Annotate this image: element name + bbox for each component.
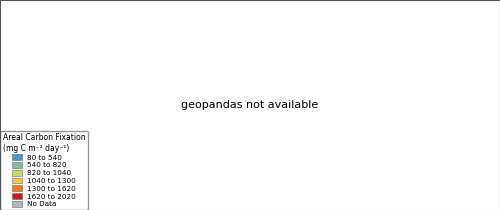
Legend: 80 to 540, 540 to 820, 820 to 1040, 1040 to 1300, 1300 to 1620, 1620 to 2020, No: 80 to 540, 540 to 820, 820 to 1040, 1040… <box>0 131 88 210</box>
Text: geopandas not available: geopandas not available <box>182 100 318 110</box>
